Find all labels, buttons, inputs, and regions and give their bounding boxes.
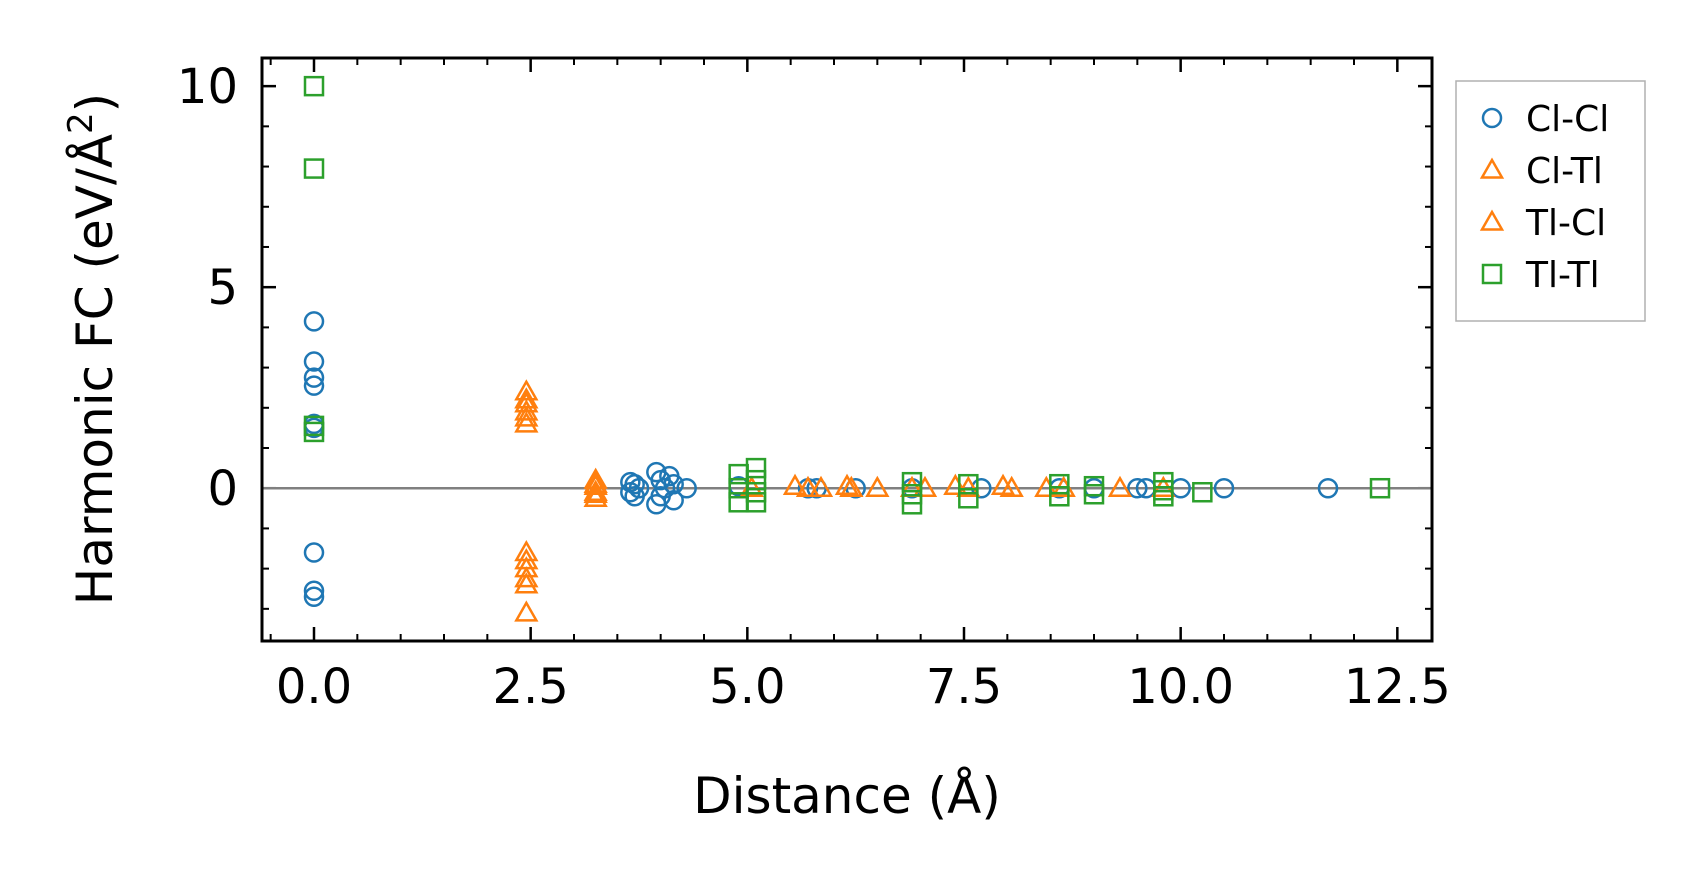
point-tl-tl [745,492,767,513]
point-tl-tl [303,75,325,97]
point-cl-cl [303,351,325,372]
legend-label: Cl-Cl [1526,99,1609,140]
legend-entry-tl-cl: Tl-Cl [1479,203,1606,244]
legend-entry-cl-cl: Cl-Cl [1481,99,1609,140]
x-tick-label: 12.5 [1344,659,1451,715]
legend-marker-cl-cl [1481,107,1503,129]
data-markers [303,75,1391,622]
y-tick-labels: 0 5 10 [177,59,238,517]
legend-entries: Cl-Cl Cl-Tl Tl-Cl Tl-Tl [1479,99,1609,296]
point-cl-cl [676,477,697,499]
x-tick-label: 7.5 [926,659,1002,715]
point-cl-cl [628,477,650,499]
x-axis-label: Distance (Å) [693,767,1001,825]
point-cl-tl [514,405,539,427]
point-cl-cl [1127,477,1148,499]
point-cl-cl [663,473,684,495]
point-tl-cl [514,387,539,409]
point-tl-tl [745,457,767,479]
legend-frame [1455,80,1646,322]
legend: Cl-Cl Cl-Tl Tl-Cl Tl-Tl [1455,80,1646,322]
point-cl-tl [514,572,539,594]
series-tl-tl [303,75,1391,515]
point-tl-tl [1049,486,1070,507]
y-tick-label: 0 [207,461,238,517]
point-cl-cl [303,580,325,601]
point-cl-cl [303,367,325,388]
point-tl-tl [1049,473,1070,495]
point-tl-tl [1153,486,1174,507]
legend-marker-tl-cl [1479,209,1505,231]
point-tl-tl [958,488,979,509]
point-tl-cl [956,475,981,497]
legend-entry-tl-tl: Tl-Tl [1481,255,1600,296]
point-cl-cl [1317,477,1339,499]
point-tl-tl [745,469,767,491]
legend-entry-cl-tl: Cl-Tl [1479,151,1603,192]
point-tl-cl [514,399,539,421]
point-cl-tl [782,473,808,495]
point-tl-tl [303,158,325,179]
y-axis-label: Harmonic FC (eV/Å2) [61,93,124,605]
y-axis-label-close: ) [66,93,124,113]
legend-label: Tl-Tl [1525,255,1600,296]
y-axis-label-main: Harmonic FC (eV/Å [66,134,124,605]
legend-label: Cl-Tl [1526,151,1603,192]
point-cl-tl [514,391,539,413]
x-tick-label: 10.0 [1127,659,1234,715]
point-cl-cl [303,375,325,396]
point-cl-tl [514,600,539,622]
point-cl-cl [303,542,325,563]
point-tl-tl [901,494,923,515]
point-cl-tl [834,473,860,495]
point-tl-cl [583,471,608,493]
point-tl-tl [1083,483,1105,505]
legend-marker-cl-tl [1479,157,1505,179]
legend-marker-tl-tl [1481,263,1503,285]
point-tl-cl [999,475,1024,497]
point-tl-cl [514,566,539,588]
y-axis-label-superscript: 2 [61,112,101,134]
point-cl-cl [624,473,645,495]
point-tl-cl [795,475,821,497]
point-tl-tl [303,421,325,443]
x-tick-label: 2.5 [492,659,568,715]
x-tick-label: 5.0 [709,659,785,715]
point-cl-tl [865,475,890,497]
point-tl-cl [839,475,864,497]
point-cl-cl [303,311,325,332]
point-cl-tl [808,475,834,497]
point-cl-cl [1213,477,1235,499]
y-tick-label: 10 [177,59,238,115]
point-tl-tl [1192,481,1213,503]
legend-label: Tl-Cl [1525,203,1606,244]
y-tick-label: 5 [207,260,238,316]
x-tick-labels: 0.0 2.5 5.0 7.5 10.0 12.5 [276,659,1451,715]
point-tl-cl [1107,475,1133,497]
point-cl-tl [583,485,608,508]
point-tl-cl [583,481,608,503]
point-cl-tl [514,379,539,401]
point-cl-cl [303,586,325,608]
point-tl-tl [1369,477,1391,499]
point-tl-tl [958,473,979,495]
x-tick-label: 0.0 [276,659,352,715]
plot-area-frame [260,56,1434,643]
point-tl-tl [901,471,923,493]
point-cl-tl [514,411,539,433]
point-cl-cl [663,490,684,511]
